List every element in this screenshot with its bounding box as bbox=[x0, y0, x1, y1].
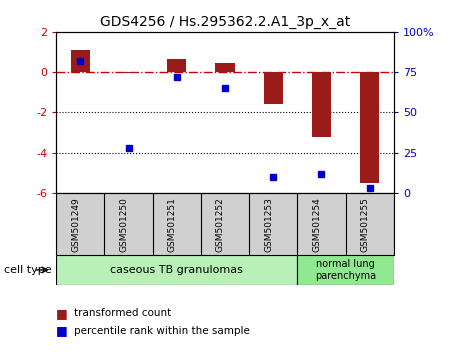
Text: normal lung
parenchyma: normal lung parenchyma bbox=[315, 259, 376, 281]
Text: GSM501250: GSM501250 bbox=[120, 197, 129, 252]
Bar bbox=[167, 59, 186, 72]
Text: GSM501253: GSM501253 bbox=[264, 197, 273, 252]
Bar bbox=[297, 255, 394, 285]
Bar bbox=[119, 72, 138, 73]
Title: GDS4256 / Hs.295362.2.A1_3p_x_at: GDS4256 / Hs.295362.2.A1_3p_x_at bbox=[100, 16, 350, 29]
Bar bbox=[56, 255, 297, 285]
Bar bbox=[264, 72, 283, 104]
Text: GSM501251: GSM501251 bbox=[168, 197, 177, 252]
Text: cell type: cell type bbox=[4, 265, 52, 275]
Text: GSM501255: GSM501255 bbox=[360, 197, 369, 252]
Bar bbox=[216, 63, 234, 72]
Text: percentile rank within the sample: percentile rank within the sample bbox=[74, 326, 250, 336]
Text: transformed count: transformed count bbox=[74, 308, 171, 318]
Bar bbox=[71, 50, 90, 72]
Text: GSM501252: GSM501252 bbox=[216, 197, 225, 252]
Text: caseous TB granulomas: caseous TB granulomas bbox=[110, 265, 243, 275]
Text: GSM501254: GSM501254 bbox=[312, 197, 321, 252]
Bar bbox=[312, 72, 331, 137]
Text: ■: ■ bbox=[56, 307, 68, 320]
Bar bbox=[360, 72, 379, 183]
Text: ■: ■ bbox=[56, 325, 68, 337]
Text: GSM501249: GSM501249 bbox=[72, 197, 81, 252]
